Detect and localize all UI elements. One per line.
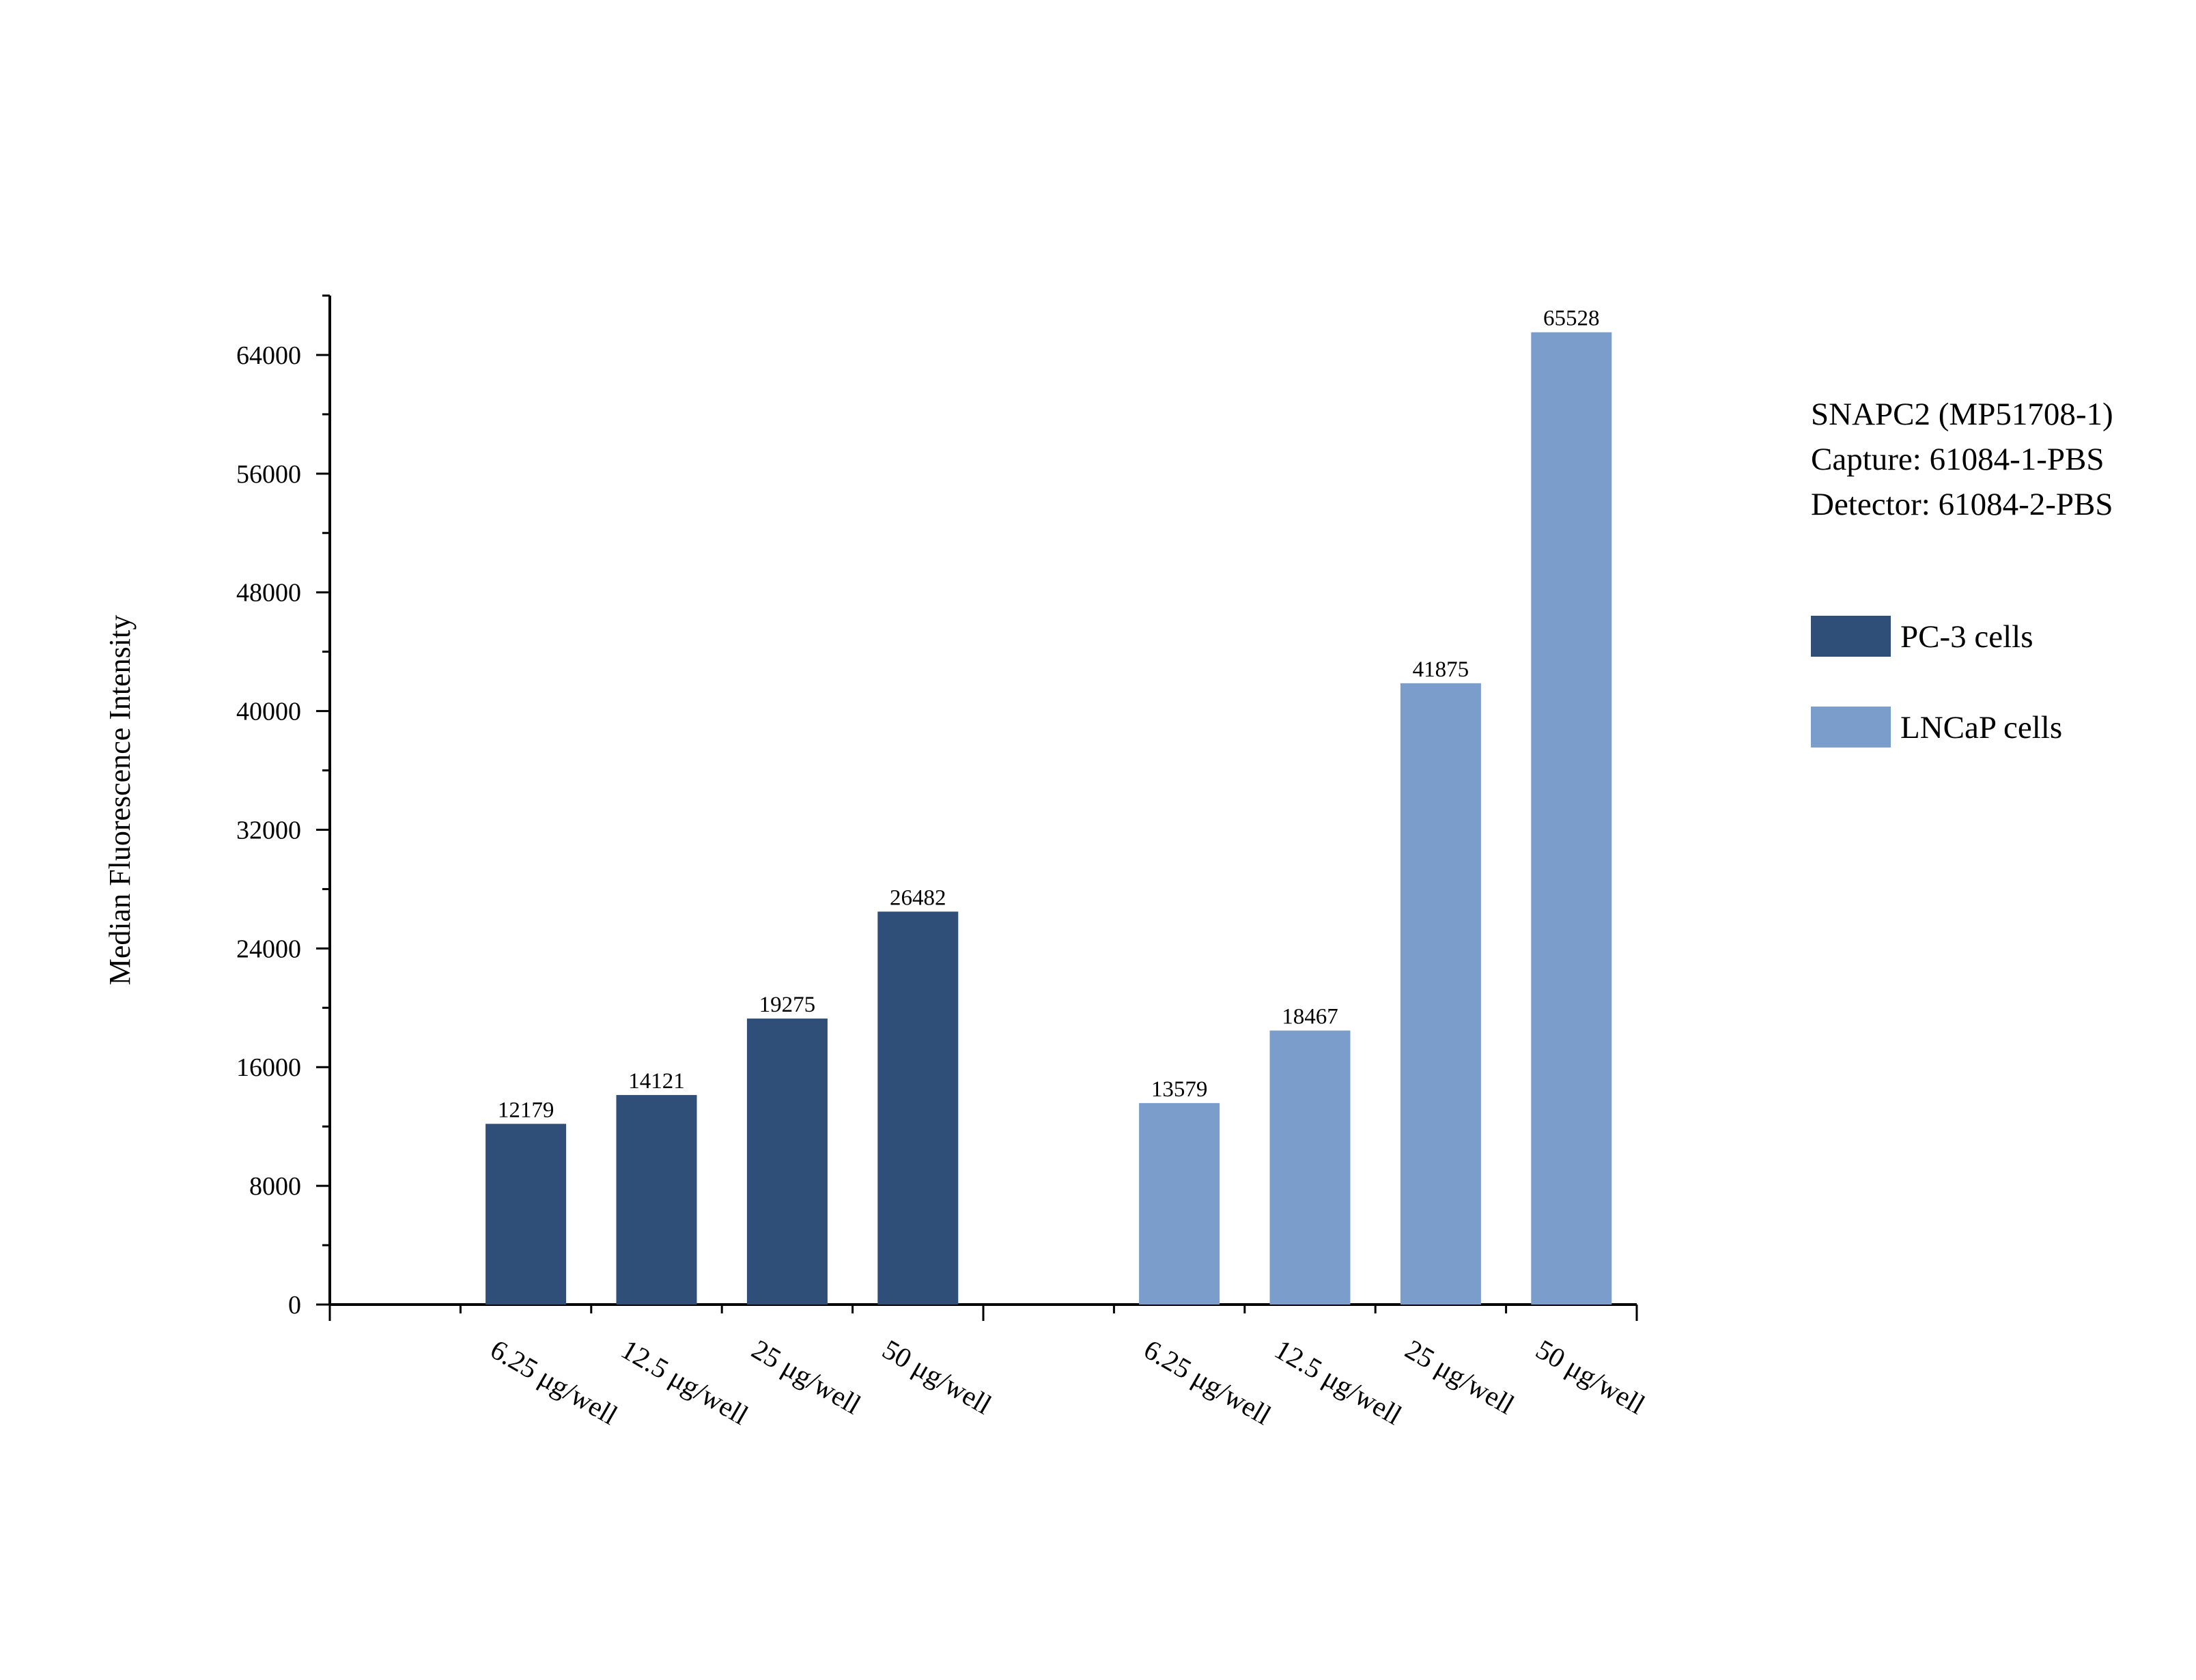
y-tick-label: 24000 bbox=[236, 935, 301, 963]
y-tick-label: 40000 bbox=[236, 698, 301, 726]
annotation-line: SNAPC2 (MP51708-1) bbox=[1811, 397, 2113, 432]
y-tick-label: 56000 bbox=[236, 460, 301, 489]
x-tick-label: 12.5 μg/well bbox=[1269, 1333, 1407, 1431]
legend-swatch bbox=[1811, 707, 1891, 748]
y-tick-label: 8000 bbox=[249, 1172, 301, 1201]
bar bbox=[1139, 1102, 1220, 1305]
x-tick-label: 12.5 μg/well bbox=[616, 1333, 754, 1431]
chart-annotation: SNAPC2 (MP51708-1) Capture: 61084-1-PBS … bbox=[1811, 397, 2113, 522]
data-label: 18467 bbox=[1282, 1005, 1338, 1029]
bar bbox=[877, 911, 959, 1305]
x-tick-label: 50 μg/well bbox=[877, 1333, 997, 1421]
data-label: 41875 bbox=[1413, 657, 1469, 682]
legend-label: LNCaP cells bbox=[1900, 710, 2062, 745]
annotation-line: Capture: 61084-1-PBS bbox=[1811, 442, 2104, 477]
y-tick-label: 64000 bbox=[236, 341, 301, 370]
bar bbox=[1400, 683, 1481, 1305]
bar bbox=[1531, 332, 1612, 1305]
bars bbox=[485, 332, 1612, 1305]
y-tick-label: 16000 bbox=[236, 1053, 301, 1082]
data-label: 12179 bbox=[498, 1098, 554, 1122]
legend-label: PC-3 cells bbox=[1900, 619, 2033, 655]
x-tick-label: 50 μg/well bbox=[1531, 1333, 1650, 1421]
data-label: 65528 bbox=[1543, 307, 1600, 331]
x-tick-label: 6.25 μg/well bbox=[1139, 1333, 1277, 1431]
y-tick-label: 0 bbox=[288, 1291, 301, 1320]
y-tick-label: 48000 bbox=[236, 579, 301, 608]
bar bbox=[485, 1124, 567, 1305]
y-tick-label: 32000 bbox=[236, 816, 301, 844]
axes: 0 8000 16000 24000 32000 40000 48000 56000 64000 bbox=[236, 294, 1638, 1321]
bar bbox=[746, 1019, 828, 1305]
data-label: 26482 bbox=[890, 885, 946, 910]
bar bbox=[616, 1095, 697, 1305]
data-label: 13579 bbox=[1151, 1077, 1208, 1102]
legend-swatch bbox=[1811, 616, 1891, 657]
data-label: 19275 bbox=[759, 993, 816, 1017]
x-tick-label: 25 μg/well bbox=[746, 1333, 866, 1421]
y-axis-title: Median Fluorescence Intensity bbox=[103, 615, 137, 986]
x-tick-label: 6.25 μg/well bbox=[485, 1333, 623, 1431]
legend: PC-3 cells LNCaP cells bbox=[1811, 616, 2062, 748]
data-label: 14121 bbox=[628, 1069, 685, 1094]
x-tick-label: 25 μg/well bbox=[1400, 1333, 1519, 1421]
bar bbox=[1269, 1030, 1351, 1305]
annotation-line: Detector: 61084-2-PBS bbox=[1811, 487, 2113, 522]
